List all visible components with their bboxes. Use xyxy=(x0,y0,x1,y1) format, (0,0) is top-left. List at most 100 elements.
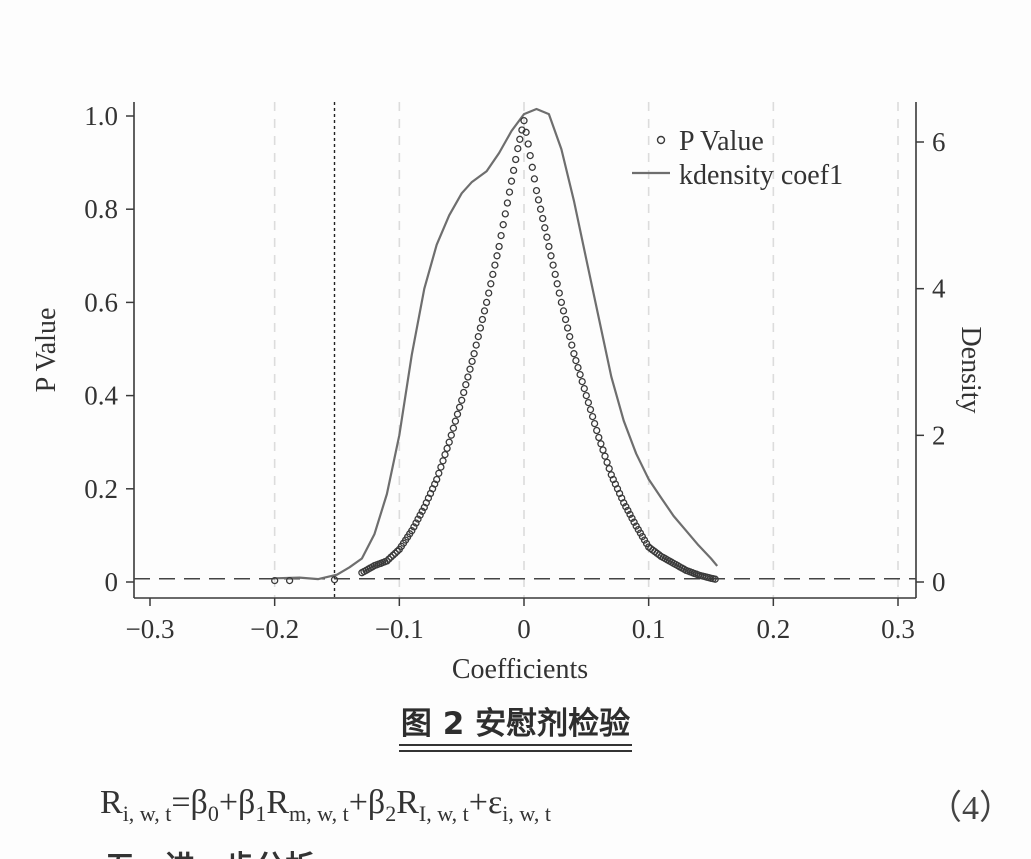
placebo-test-chart: −0.3 −0.2 −0.1 0 0.1 0.2 0.3 0 0.2 0.4 0.6 0.8 1.0 0 2… xyxy=(31,101,986,685)
pvalue-point xyxy=(563,324,572,332)
eq-term: R xyxy=(396,784,419,821)
pvalue-point xyxy=(605,464,613,473)
pvalue-point xyxy=(485,289,493,297)
pvalue-point xyxy=(451,417,460,425)
eq-subscript: i, w, t xyxy=(502,800,551,826)
pvalue-point xyxy=(559,307,568,315)
pvalue-point xyxy=(624,506,632,515)
y-right-tick-label: 2 xyxy=(932,420,946,450)
y-left-tick-label: 0.8 xyxy=(84,194,118,224)
y-left-tick-label: 0.4 xyxy=(84,381,118,411)
pvalue-point xyxy=(449,424,458,432)
pvalue-point xyxy=(387,553,395,561)
pvalue-point xyxy=(536,205,545,213)
pvalue-point xyxy=(553,280,561,288)
pvalue-point xyxy=(595,433,603,442)
pvalue-point xyxy=(480,307,489,315)
pvalue-point xyxy=(580,384,588,393)
pvalue-point xyxy=(541,224,549,232)
pvalue-point xyxy=(574,363,582,372)
pvalue-point xyxy=(557,298,566,307)
pvalue-point xyxy=(561,315,570,324)
pvalue-point xyxy=(543,233,551,241)
pvalue-point xyxy=(443,444,451,453)
pvalue-point xyxy=(466,365,474,373)
pvalue-point xyxy=(622,503,630,511)
y-left-tick-label: 0.2 xyxy=(84,474,118,504)
pvalue-point xyxy=(524,140,532,148)
pvalue-point xyxy=(497,231,505,240)
pvalue-point xyxy=(590,419,599,428)
eq-subscript: I, w, t xyxy=(418,800,469,826)
pvalue-point xyxy=(441,450,449,459)
pvalue-point xyxy=(512,155,520,164)
pvalue-point xyxy=(408,527,416,535)
pvalue-point xyxy=(472,341,480,349)
kdensity-line xyxy=(274,107,719,581)
pvalue-point xyxy=(530,175,539,183)
pvalue-point xyxy=(584,398,593,407)
pvalue-point xyxy=(330,576,339,584)
pvalue-point xyxy=(570,350,578,358)
pvalue-point xyxy=(711,575,719,583)
y-right-tick-label: 6 xyxy=(932,127,946,157)
pvalue-point xyxy=(418,507,426,515)
pvalue-point xyxy=(630,518,638,526)
equation-4: Ri, w, t=β0+β1Rm, w, t+β2RI, w, t+εi, w,… xyxy=(100,784,551,827)
eq-term: +ε xyxy=(468,784,503,821)
pvalue-point xyxy=(507,177,516,185)
legend-marker-pvalue xyxy=(656,135,666,145)
figure-caption-text: 图 2 安慰剂检验 xyxy=(398,698,633,746)
pvalue-point xyxy=(455,403,464,411)
pvalue-point xyxy=(620,499,628,507)
pvalue-point xyxy=(391,549,399,557)
pvalue-point xyxy=(628,514,636,522)
pvalue-point xyxy=(522,128,530,136)
pvalue-point xyxy=(393,547,401,555)
pvalue-point xyxy=(593,426,601,435)
eq-term: R xyxy=(266,784,290,821)
pvalue-point xyxy=(586,405,595,414)
pvalue-point xyxy=(487,280,495,288)
pvalue-point xyxy=(433,475,441,484)
pvalue-point xyxy=(470,350,478,358)
x-tick-label: 0.3 xyxy=(881,614,915,644)
eq-term: +β xyxy=(348,784,386,821)
legend-label-kdensity: kdensity coef1 xyxy=(679,160,843,191)
pvalue-point xyxy=(545,242,553,251)
pvalue-point xyxy=(509,166,518,175)
eq-subscript: 0 xyxy=(207,800,219,826)
pvalue-point xyxy=(520,117,528,125)
pvalue-point xyxy=(462,381,470,389)
equation-number: （4） xyxy=(928,790,1013,827)
pvalue-point xyxy=(464,373,472,381)
pvalue-point xyxy=(414,515,422,523)
pvalue-point xyxy=(468,357,476,366)
pvalue-point xyxy=(412,519,420,527)
pvalue-point xyxy=(503,199,512,207)
pvalue-point xyxy=(576,370,584,379)
eq-subscript: 1 xyxy=(255,800,267,826)
y-axis-title-right: Density xyxy=(955,326,986,413)
pvalue-point xyxy=(572,356,580,365)
y-left-tick-label: 1.0 xyxy=(84,101,118,131)
x-tick-label: 0.1 xyxy=(632,614,666,644)
eq-term: +β xyxy=(218,784,256,821)
x-tick-label: −0.1 xyxy=(375,614,424,644)
pvalue-point xyxy=(601,452,609,460)
pvalue-point xyxy=(437,463,445,471)
pvalue-point xyxy=(505,188,514,196)
eq-subscript: i, w, t xyxy=(122,800,172,826)
pvalue-point xyxy=(566,332,574,341)
pvalue-point xyxy=(555,289,563,297)
pvalue-point xyxy=(528,163,536,171)
pvalue-point xyxy=(445,438,453,446)
pvalue-point xyxy=(383,557,391,565)
pvalue-point xyxy=(416,511,424,519)
x-tick-label: −0.2 xyxy=(250,614,299,644)
pvalue-point xyxy=(582,391,590,400)
pvalue-point xyxy=(271,576,279,585)
pvalue-point xyxy=(514,144,522,153)
figure-caption: 图 2 安慰剂检验 xyxy=(0,698,1031,746)
legend-label-pvalue: P Value xyxy=(679,126,764,157)
